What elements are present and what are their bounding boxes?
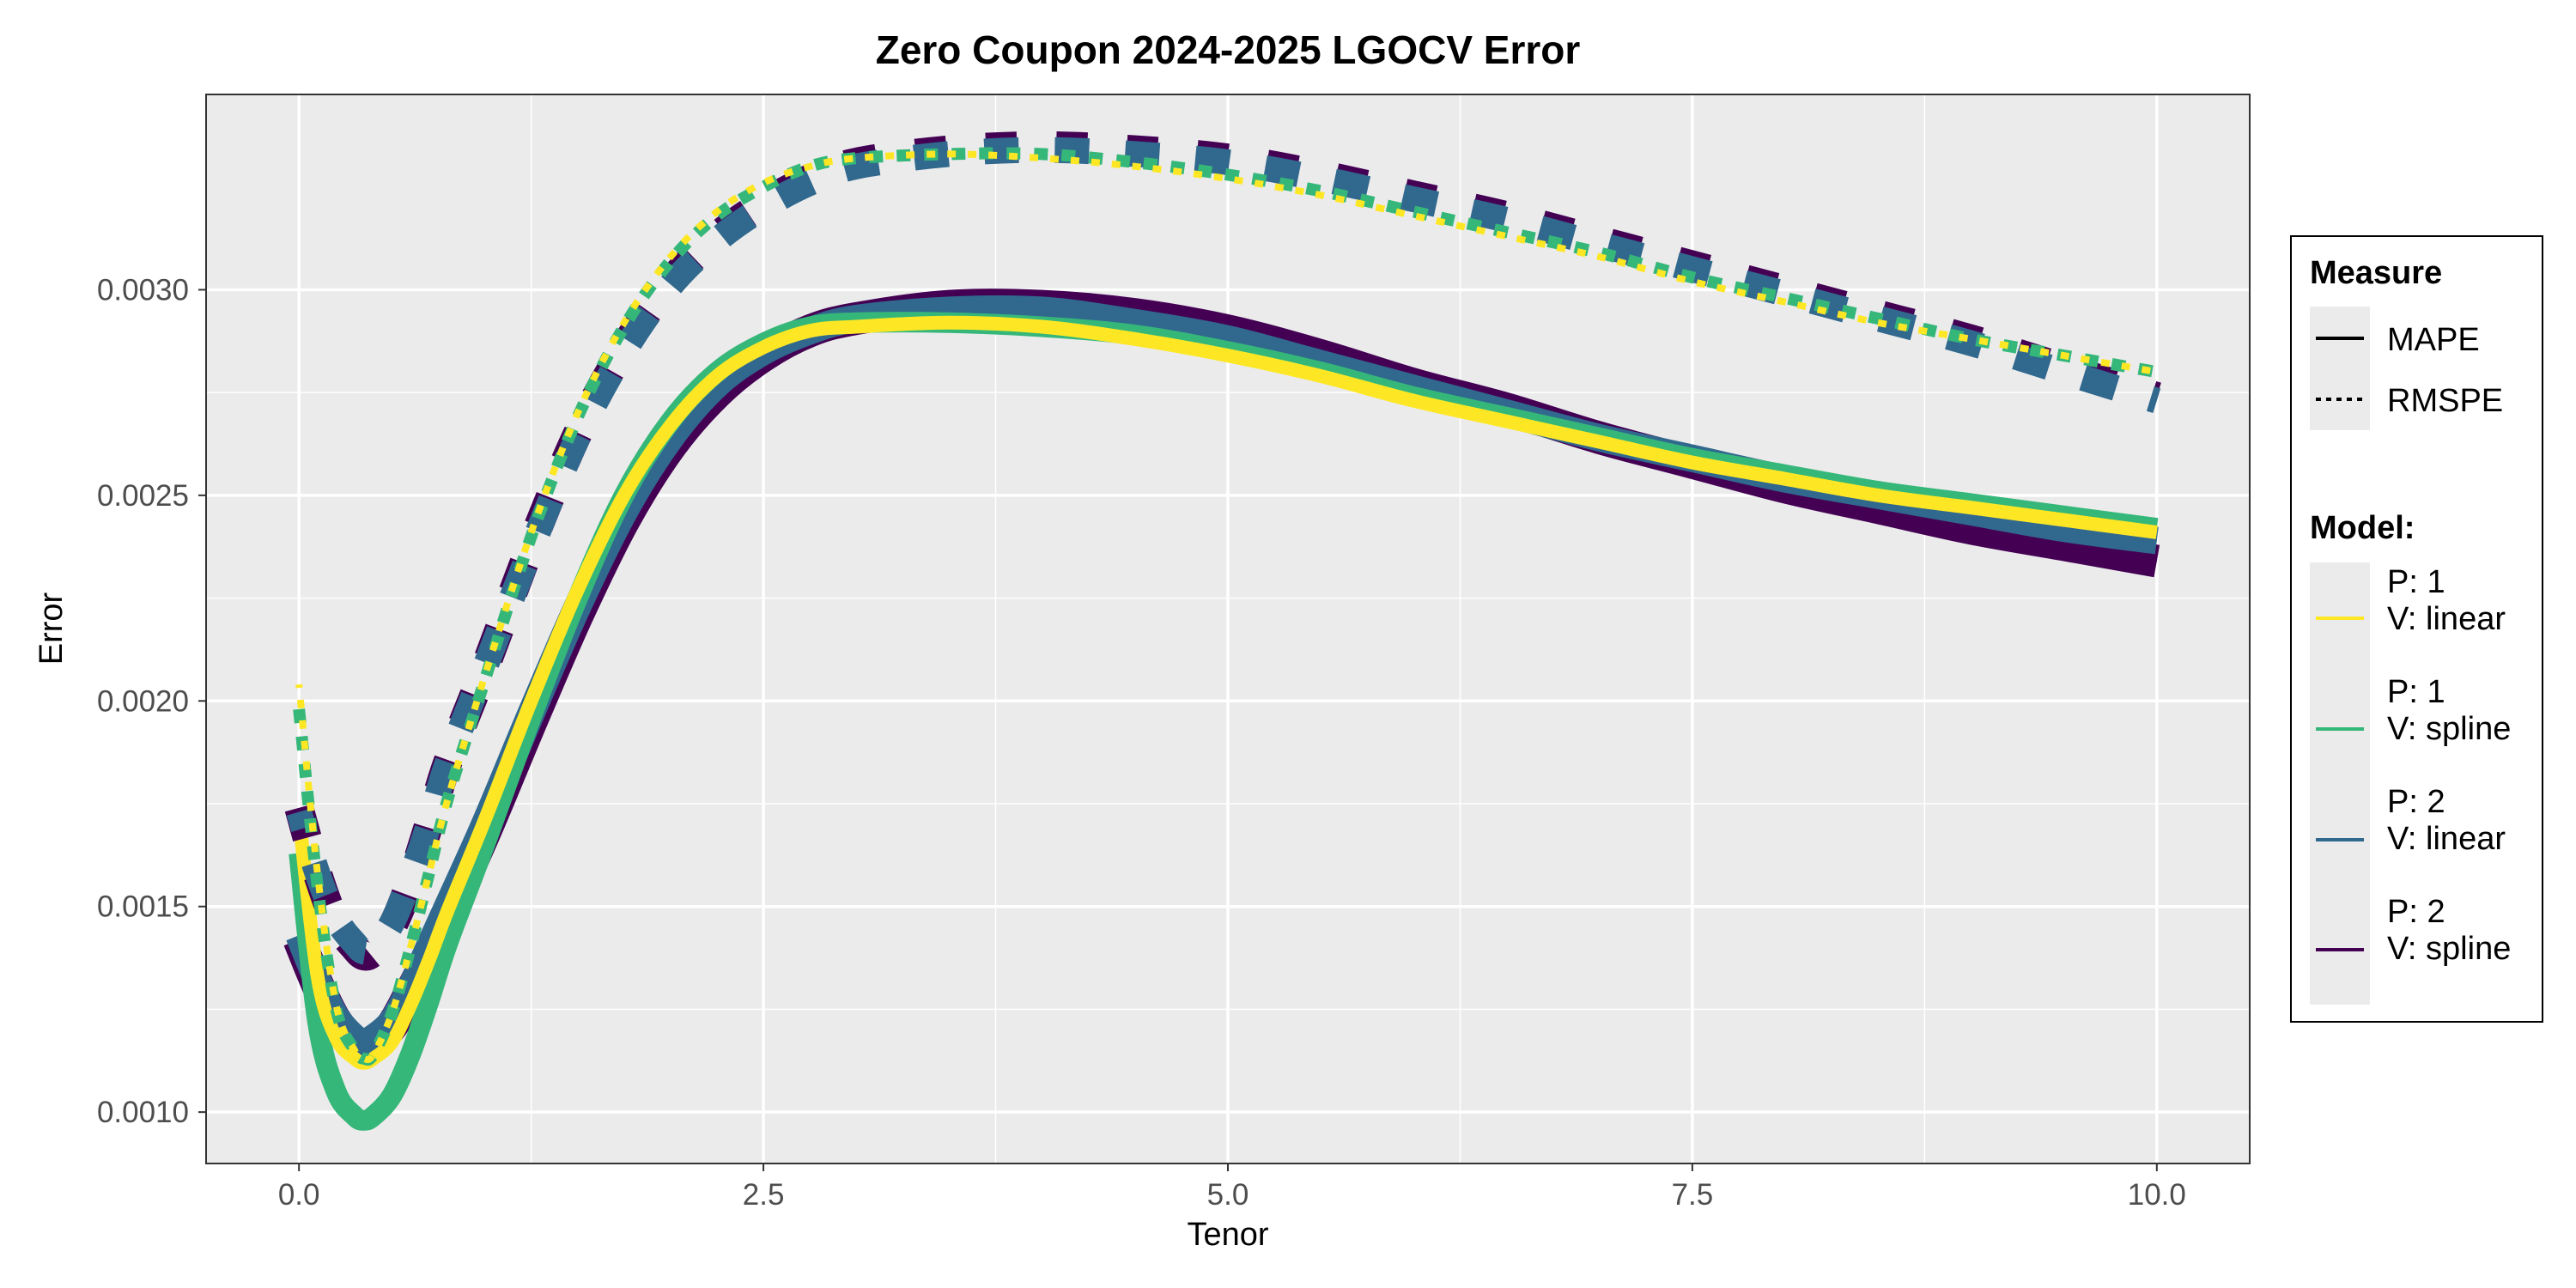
series-lines bbox=[283, 131, 2161, 1131]
legend-label-mape: MAPE bbox=[2387, 322, 2480, 358]
series-edge-mape-p-1-v-linear bbox=[297, 320, 2158, 1065]
y-axis-title: Error bbox=[33, 592, 70, 665]
x-tick-label: 0.0 bbox=[278, 1178, 320, 1212]
x-tick-label: 7.5 bbox=[1672, 1178, 1714, 1212]
legend: Measure MAPE RMSPE Model: P: 1 V: linear… bbox=[2290, 235, 2543, 1023]
legend-label-p1-linear-line2: V: linear bbox=[2387, 601, 2506, 637]
series-line-rmspe-p-2-v-linear bbox=[286, 137, 2161, 965]
x-tick-label: 2.5 bbox=[743, 1178, 785, 1212]
y-tick-label: 0.0025 bbox=[97, 479, 189, 513]
x-tick-label: 5.0 bbox=[1207, 1178, 1249, 1212]
y-axis: 0.0010 0.0015 0.0020 0.0025 0.0030 bbox=[97, 273, 206, 1129]
x-tick-label: 10.0 bbox=[2128, 1178, 2186, 1212]
legend-label-rmspe: RMSPE bbox=[2387, 383, 2503, 419]
legend-label-p1-spline-line2: V: spline bbox=[2387, 711, 2511, 747]
y-tick-label: 0.0010 bbox=[97, 1096, 189, 1129]
legend-model-title: Model: bbox=[2310, 510, 2415, 546]
x-axis-title: Tenor bbox=[1187, 1217, 1268, 1253]
legend-model-key-bg bbox=[2310, 562, 2370, 1005]
chart-title: Zero Coupon 2024-2025 LGOCV Error bbox=[876, 27, 1581, 72]
y-tick-label: 0.0015 bbox=[97, 890, 189, 924]
legend-label-p2-spline-line2: V: spline bbox=[2387, 931, 2511, 967]
legend-measure-title: Measure bbox=[2310, 255, 2442, 291]
legend-label-p2-linear-line1: P: 2 bbox=[2387, 784, 2445, 820]
legend-label-p1-linear-line1: P: 1 bbox=[2387, 564, 2445, 600]
y-tick-label: 0.0020 bbox=[97, 684, 189, 718]
x-axis: 0.0 2.5 5.0 7.5 10.0 bbox=[278, 1163, 2186, 1212]
series-line-rmspe-p-1-v-linear bbox=[295, 150, 2158, 1064]
y-tick-label: 0.0030 bbox=[97, 273, 189, 307]
legend-label-p2-linear-line2: V: linear bbox=[2387, 821, 2506, 857]
legend-label-p1-spline-line1: P: 1 bbox=[2387, 674, 2445, 710]
legend-measure-key-bg bbox=[2310, 307, 2370, 430]
legend-label-p2-spline-line1: P: 2 bbox=[2387, 894, 2445, 930]
